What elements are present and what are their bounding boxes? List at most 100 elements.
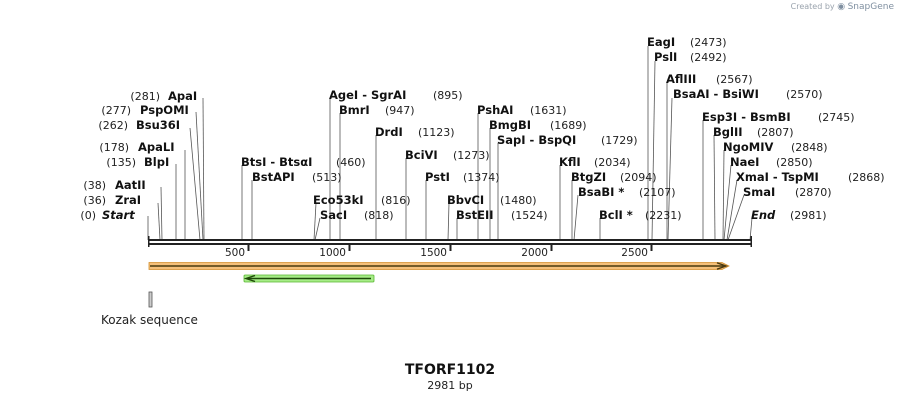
site-pos-bsaai: (2570) — [786, 88, 823, 101]
site-name-bsu36i: Bsu36I — [136, 118, 180, 132]
site-pos-kfli: (2034) — [594, 156, 631, 169]
site-name-eagi: EagI — [647, 35, 675, 49]
site-name-xmai: XmaI - TspMI — [736, 170, 819, 184]
kozak-sequence-marker[interactable] — [148, 291, 153, 308]
site-name-bglii: BglII — [713, 125, 743, 139]
leader-saci — [314, 217, 321, 241]
site-name-drdi: DrdI — [375, 125, 403, 139]
site-pos-btsi: (460) — [336, 156, 366, 169]
site-pos-apali: (178) — [99, 141, 129, 154]
orf-feature-arrow[interactable] — [148, 262, 730, 270]
site-name-bcli: BclI * — [599, 208, 633, 222]
dna-backbone — [148, 236, 752, 247]
site-name-bmgbi: BmgBI — [489, 118, 531, 132]
leader-bglii — [713, 134, 716, 241]
leader-bsu36i — [189, 127, 201, 241]
snapgene-logo-icon: ◉ — [837, 2, 846, 12]
site-name-esp3i: Esp3I - BsmBI — [702, 110, 791, 124]
site-pos-drdi: (1123) — [418, 126, 455, 139]
strand-bottom — [148, 243, 752, 245]
site-name-afliii: AflIII — [666, 72, 696, 86]
site-pos-xmai: (2868) — [848, 171, 885, 184]
site-pos-psti: (1374) — [463, 171, 500, 184]
tick-mark-2500 — [650, 245, 653, 251]
site-name-blpi: BlpI — [144, 155, 169, 169]
site-name-kfli: KflI — [559, 155, 581, 169]
site-pos-eco53ki: (816) — [381, 194, 411, 207]
site-pos-bsabi: (2107) — [639, 186, 676, 199]
leader-lines — [147, 46, 753, 241]
site-pos-agei: (895) — [433, 89, 463, 102]
site-pos-aatii: (38) — [83, 179, 106, 192]
leader-smai — [727, 194, 745, 241]
leader-xmai — [726, 179, 738, 241]
site-pos-pspomi: (277) — [101, 104, 131, 117]
site-pos-start: (0) — [80, 209, 96, 222]
site-name-bsteii: BstEII — [456, 208, 494, 222]
site-name-eco53ki: Eco53kI — [313, 193, 364, 207]
site-pos-eagi: (2473) — [690, 36, 727, 49]
tick-label-2000: 2000 — [521, 247, 548, 259]
site-pos-bbvci: (1480) — [500, 194, 537, 207]
tick-label-1500: 1500 — [420, 247, 447, 259]
leader-naei — [723, 164, 732, 241]
site-name-aatii: AatII — [115, 178, 146, 192]
snapgene-watermark: Created by ◉ SnapGene — [791, 2, 894, 12]
site-name-pshai: PshAI — [477, 103, 513, 117]
site-name-bsaai: BsaAI - BsiWI — [673, 87, 759, 101]
site-name-bmri: BmrI — [339, 103, 370, 117]
site-pos-saci: (818) — [364, 209, 394, 222]
site-pos-smai: (2870) — [795, 186, 832, 199]
site-pos-esp3i: (2745) — [818, 111, 855, 124]
tick-label-500: 500 — [225, 247, 245, 259]
site-name-saci: SacI — [320, 208, 347, 222]
site-pos-bmgbi: (1689) — [550, 119, 587, 132]
site-pos-ngomiv: (2848) — [791, 141, 828, 154]
site-pos-naei: (2850) — [776, 156, 813, 169]
leader-ngomiv — [722, 149, 725, 241]
end-cap — [750, 236, 752, 247]
site-name-pspomi: PspOMI — [140, 103, 189, 117]
site-pos-psli: (2492) — [690, 51, 727, 64]
map-title: TFORF1102 — [404, 362, 496, 378]
site-pos-blpi: (135) — [106, 156, 136, 169]
site-name-bstapi: BstAPI — [252, 170, 295, 184]
features — [148, 262, 730, 308]
site-pos-pshai: (1631) — [530, 104, 567, 117]
leader-zrai — [157, 202, 161, 241]
site-pos-apai: (281) — [130, 90, 160, 103]
leader-aatii — [160, 186, 163, 241]
site-name-btsi: BtsI - BtsαI — [241, 155, 312, 169]
watermark-prefix: Created by — [790, 2, 835, 11]
enzyme-labels: (0) Start (36) ZraI (38) AatII (135) Blp… — [80, 35, 885, 241]
leader-psli — [651, 60, 656, 241]
site-pos-bglii: (2807) — [757, 126, 794, 139]
tick-mark-2000 — [550, 245, 553, 251]
tick-mark-1500 — [449, 245, 452, 251]
site-name-psli: PslI — [654, 50, 677, 64]
tick-label-1000: 1000 — [319, 247, 346, 259]
site-name-bbvci: BbvCI — [447, 193, 484, 207]
scale-ticks: 500 1000 1500 2000 2500 — [225, 245, 653, 259]
site-pos-end: (2981) — [790, 209, 827, 222]
site-pos-bsu36i: (262) — [98, 119, 128, 132]
green-feature-arrow[interactable] — [243, 274, 375, 283]
site-name-apai: ApaI — [168, 89, 197, 103]
start-cap — [148, 236, 150, 247]
site-name-zrai: ZraI — [115, 193, 141, 207]
tick-mark-1000 — [348, 245, 351, 251]
site-pos-bcli: (2231) — [645, 209, 682, 222]
site-name-naei: NaeI — [730, 155, 759, 169]
tick-mark-500 — [247, 245, 250, 251]
leader-bsaai — [667, 97, 673, 241]
watermark-brand: SnapGene — [847, 2, 894, 12]
leader-end — [749, 217, 753, 241]
site-pos-afliii: (2567) — [716, 73, 753, 86]
kozak-sequence-label: Kozak sequence — [101, 313, 198, 327]
site-pos-zrai: (36) — [83, 194, 106, 207]
site-name-btgzi: BtgZI — [571, 170, 606, 184]
site-name-sapi: SapI - BspQI — [497, 133, 576, 147]
leader-apai — [202, 97, 205, 241]
site-pos-bsteii: (1524) — [511, 209, 548, 222]
